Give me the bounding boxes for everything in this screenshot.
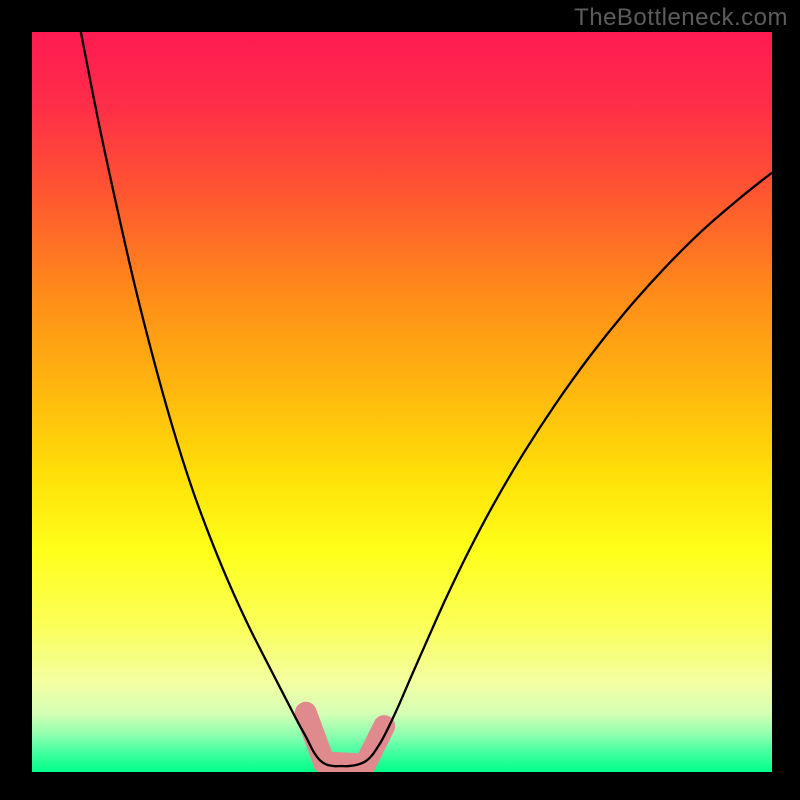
curve-layer (32, 32, 772, 772)
watermark-text: TheBottleneck.com (574, 4, 788, 32)
plot-area (32, 32, 772, 772)
bottleneck-curve (81, 32, 772, 766)
